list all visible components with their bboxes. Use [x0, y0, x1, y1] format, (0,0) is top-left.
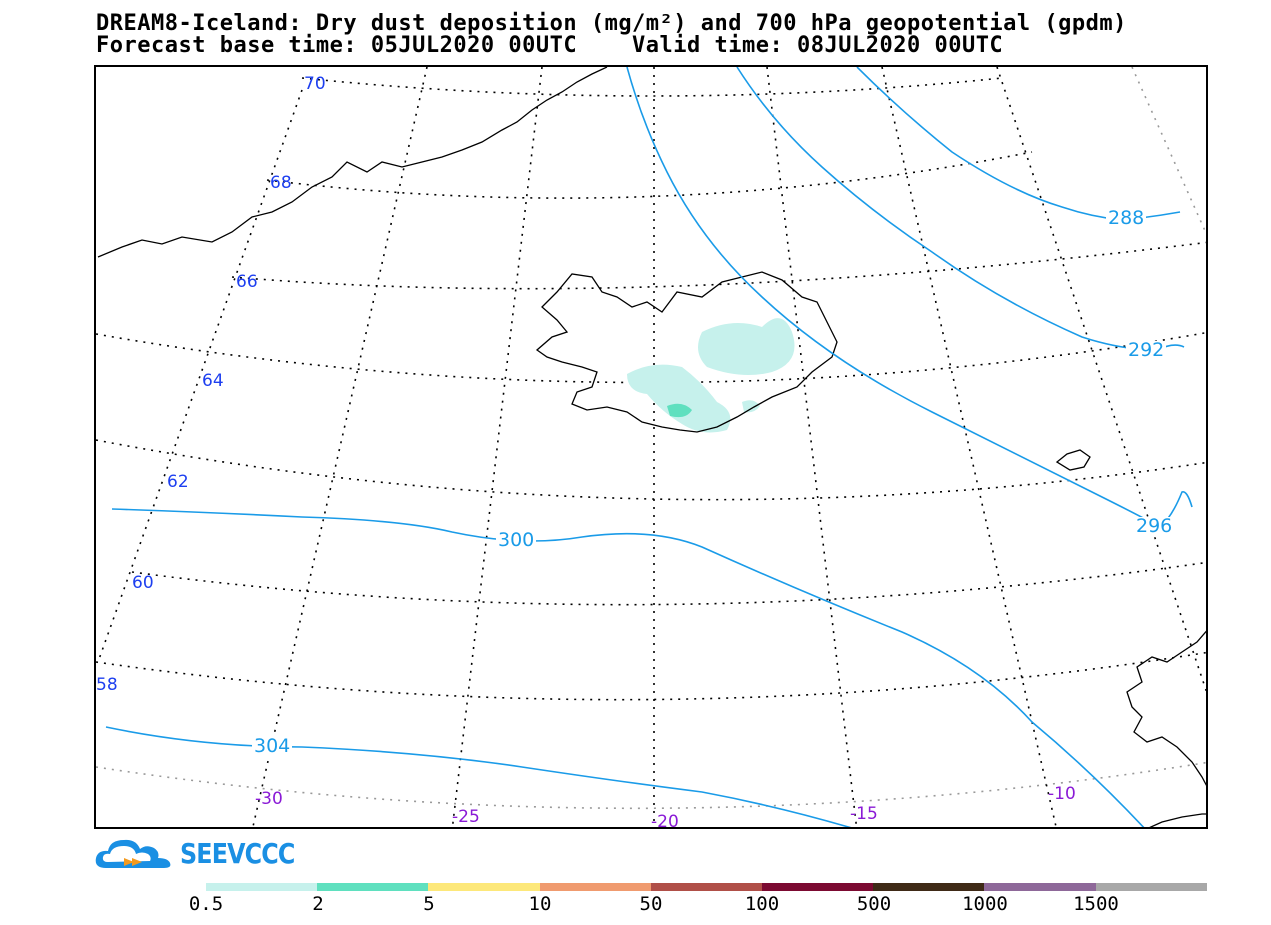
cloud-icon — [95, 839, 171, 868]
legend-label: 5 — [423, 893, 435, 915]
faroe-coast — [1055, 449, 1091, 471]
meridian-10 — [881, 67, 1057, 827]
legend-swatch — [650, 883, 762, 891]
legend-label: 50 — [639, 893, 663, 915]
dust-patch-west — [627, 364, 731, 433]
map-frame: 70 68 66 64 62 60 58 -30 -25 -20 -15 -10… — [94, 65, 1208, 829]
contour-304 — [105, 726, 852, 827]
legend-swatch — [317, 883, 429, 891]
contour-label-292: 292 — [1126, 339, 1167, 361]
latitude-grid — [96, 77, 1206, 810]
legend-swatch — [984, 883, 1096, 891]
lon-label-minus-20: -20 — [651, 812, 679, 829]
scotland-coast — [1149, 813, 1206, 827]
iceland-coast — [535, 271, 838, 433]
lat-label-68: 68 — [270, 173, 292, 193]
legend-label: 0.5 — [188, 893, 224, 915]
parallel-64 — [96, 331, 1206, 384]
legend-labels: 0.5 2 5 10 50 100 500 1000 1500 — [0, 893, 1271, 915]
legend-label: 10 — [528, 893, 552, 915]
lat-label-70: 70 — [304, 74, 326, 94]
contour-label-296: 296 — [1134, 515, 1175, 537]
dust-patch-core — [667, 403, 692, 418]
contour-300 — [111, 508, 1145, 827]
legend-label: 500 — [856, 893, 892, 915]
legend-swatch — [873, 883, 985, 891]
contour-296 — [626, 67, 1193, 528]
lat-label-64: 64 — [202, 371, 224, 391]
legend-label: 2 — [312, 893, 324, 915]
lon-label-minus-30: -30 — [255, 789, 283, 809]
parallel-58 — [96, 651, 1206, 701]
coastlines — [97, 67, 1206, 827]
lat-label-66: 66 — [236, 272, 258, 292]
greenland-coast — [97, 67, 608, 258]
seevccc-logo: SEEVCCC — [94, 833, 315, 873]
meridian-25 — [451, 67, 543, 827]
dust-deposition — [627, 318, 795, 433]
lat-label-62: 62 — [167, 472, 189, 492]
lon-label-minus-15: -15 — [850, 804, 878, 824]
parallel-60 — [131, 561, 1206, 606]
parallel-62 — [96, 439, 1206, 501]
legend-swatch — [1095, 883, 1207, 891]
map-canvas — [96, 67, 1206, 827]
contour-label-304: 304 — [252, 735, 293, 757]
contour-label-288: 288 — [1106, 207, 1147, 229]
legend-label: 100 — [744, 893, 780, 915]
legend-swatch — [206, 883, 318, 891]
map-title: DREAM8-Iceland: Dry dust deposition (mg/… — [96, 11, 1127, 36]
contour-288 — [856, 67, 1181, 221]
dust-patch-east — [742, 400, 760, 413]
legend-label: 1500 — [1073, 893, 1119, 915]
norway-coast — [1126, 630, 1206, 786]
parallel-68 — [266, 151, 1033, 199]
legend-color-bar — [206, 883, 1207, 891]
logo-text: SEEVCCC — [180, 836, 295, 870]
meridian-5 — [996, 67, 1206, 693]
meridian-15 — [766, 67, 858, 827]
parallel-66 — [231, 241, 1206, 290]
map-subtitle: Forecast base time: 05JUL2020 00UTC Vali… — [96, 33, 1004, 58]
dust-patch-north — [698, 318, 795, 376]
legend-label: 1000 — [962, 893, 1008, 915]
lon-label-minus-10: -10 — [1048, 784, 1076, 804]
legend-swatch — [761, 883, 874, 891]
legend-swatch — [539, 883, 651, 891]
lat-label-60: 60 — [132, 573, 154, 593]
lon-label-minus-25: -25 — [452, 807, 480, 827]
longitude-grid — [97, 67, 1206, 827]
lat-label-58: 58 — [96, 675, 118, 695]
legend-swatch — [428, 883, 540, 891]
contour-label-300: 300 — [496, 529, 537, 551]
parallel-70 — [301, 77, 1003, 97]
